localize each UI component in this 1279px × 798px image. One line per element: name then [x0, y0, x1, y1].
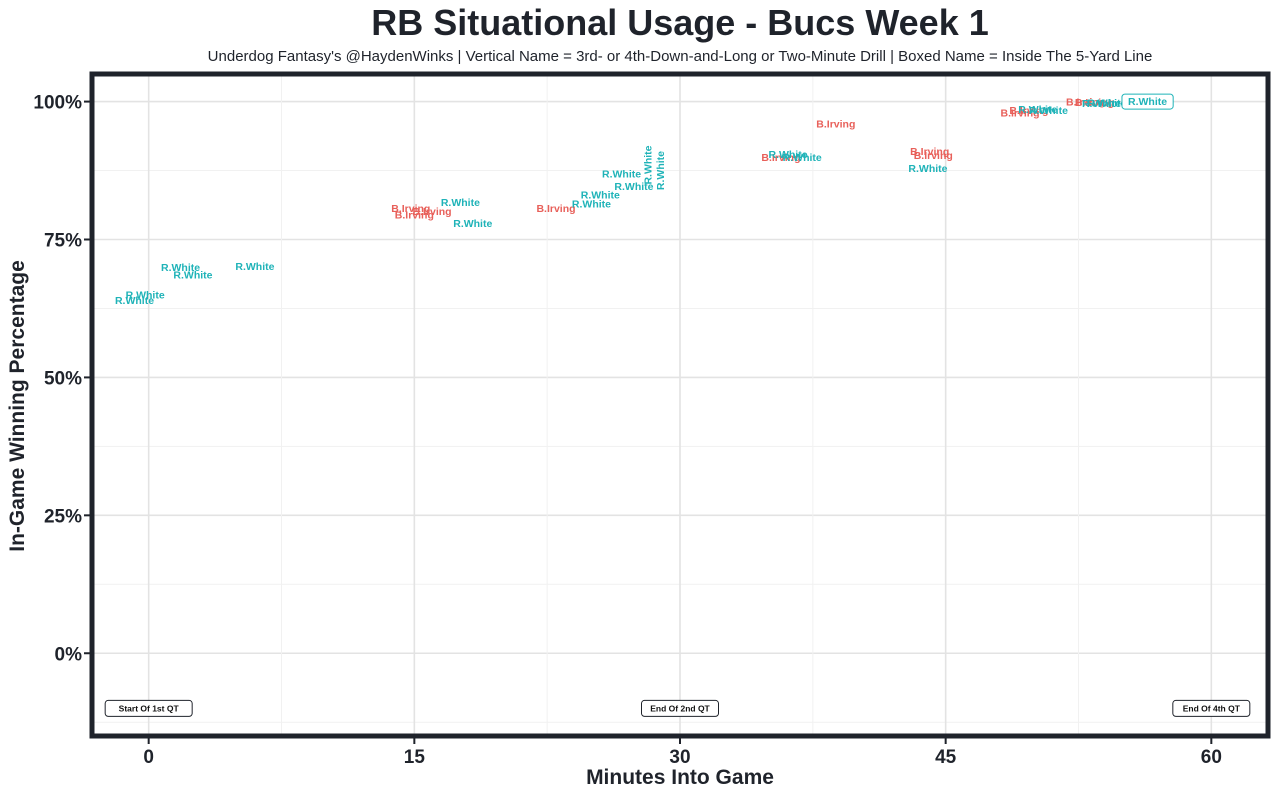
point-label: B.Irving	[1066, 97, 1105, 109]
goal-line-box	[1121, 93, 1174, 110]
quarter-annotation: End Of 2nd QT	[650, 703, 710, 713]
x-axis-title: Minutes Into Game	[586, 766, 774, 789]
annotation-box	[104, 699, 193, 717]
y-axis-ticks: 0% 25% 50% 75% 100%	[33, 93, 90, 665]
quarter-annotation: End Of 4th QT	[1183, 703, 1241, 713]
point-label: R.White	[908, 163, 947, 175]
point-label: R.White	[1018, 104, 1057, 116]
x-tick-label: 45	[935, 747, 957, 768]
x-tick-label: 0	[143, 747, 154, 768]
y-tick-label: 50%	[44, 368, 82, 389]
point-label: R.White	[441, 197, 480, 209]
y-axis-title: In-Game Winning Percentage	[6, 260, 29, 552]
point-label: B.Irving	[761, 152, 800, 164]
quarter-annotations: Start Of 1st QT End Of 2nd QT End Of 4th Q…	[104, 699, 1251, 717]
point-label: R.White	[602, 168, 641, 180]
x-tick-label: 15	[404, 747, 426, 768]
plot-frame	[89, 71, 1271, 739]
annotation-box	[641, 699, 719, 717]
point-label: B.Irving	[413, 206, 452, 218]
chart-title: RB Situational Usage - Bucs Week 1	[371, 2, 989, 43]
point-label: R.White	[572, 199, 611, 211]
point-label: B.Irving	[1001, 108, 1040, 120]
y-tick-label: 25%	[44, 506, 82, 527]
point-label: R.White	[115, 295, 154, 307]
point-label-boxed: R.White	[1128, 96, 1167, 108]
y-tick-label: 100%	[33, 93, 82, 114]
point-label: R.White	[235, 261, 274, 273]
quarter-annotation: Start Of 1st QT	[119, 703, 180, 713]
point-label: B.Irving	[536, 203, 575, 215]
point-label: R.White	[614, 181, 653, 193]
point-label: R.White	[1029, 105, 1068, 117]
point-label: B.Irving	[1009, 105, 1048, 117]
point-label: B.Irving	[391, 203, 430, 215]
point-label: B.Irving	[816, 119, 855, 131]
y-tick-label: 0%	[55, 644, 83, 665]
point-label: R.White	[1087, 98, 1126, 110]
point-label: B.Irving	[914, 150, 953, 162]
point-label: R.White	[768, 149, 807, 161]
point-label: R.White	[581, 189, 620, 201]
point-label: B.Irving	[910, 146, 949, 158]
x-tick-label: 30	[669, 747, 690, 768]
annotation-box	[1172, 699, 1251, 717]
point-label-vertical: R.White	[643, 145, 655, 184]
point-label-vertical: R.White	[655, 151, 667, 190]
point-label: R.White	[173, 269, 212, 281]
x-tick-label: 60	[1201, 747, 1222, 768]
y-tick-label: 75%	[44, 231, 82, 252]
point-label: B.Irving	[395, 210, 434, 222]
point-label: R.White	[783, 152, 822, 164]
grid	[92, 74, 1268, 736]
point-label: R.White	[1082, 98, 1121, 110]
point-label: R.White	[161, 262, 200, 274]
data-points: R.WhiteR.WhiteR.WhiteR.WhiteR.WhiteB.Irv…	[115, 93, 1174, 307]
point-label: R.White	[453, 218, 492, 230]
point-label: B.Irving	[1075, 97, 1114, 109]
chart-subtitle: Underdog Fantasy's @HaydenWinks | Vertic…	[208, 48, 1153, 65]
point-label: R.White	[126, 290, 165, 302]
x-axis-ticks: 0 15 30 45 60	[143, 738, 1222, 768]
